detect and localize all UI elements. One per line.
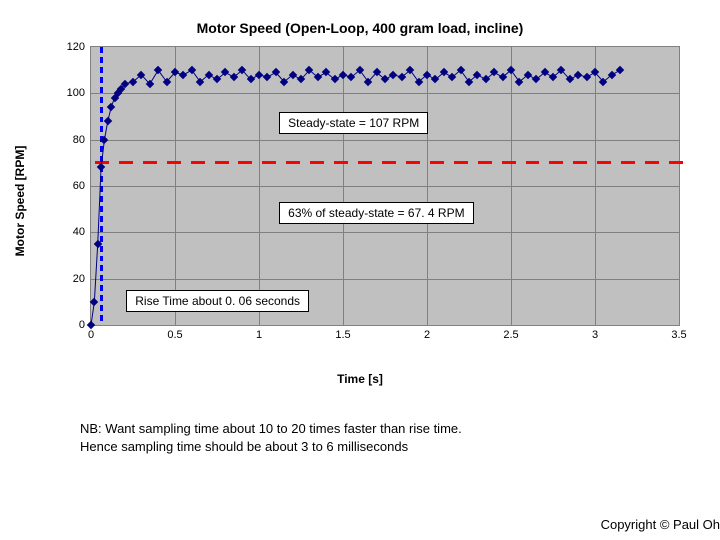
y-axis-label: Motor Speed [RPM] [13,146,27,257]
dash-segment [526,161,540,164]
chart-title: Motor Speed (Open-Loop, 400 gram load, i… [30,20,690,36]
dash-segment [100,295,103,301]
dash-segment [100,176,103,182]
dash-segment [100,275,103,281]
chart-container: Motor Speed (Open-Loop, 400 gram load, i… [30,20,690,380]
gridline-h [91,140,679,141]
y-tick: 120 [67,41,91,53]
dash-segment [573,161,587,164]
dash-segment [143,161,157,164]
copyright-text: Copyright © Paul Oh [601,517,720,532]
x-tick: 0.5 [167,325,182,341]
annotation-box: 63% of steady-state = 67. 4 RPM [279,202,473,224]
dash-segment [100,206,103,212]
gridline-v [427,47,428,325]
dash-segment [215,161,229,164]
y-tick: 40 [73,226,91,238]
footer-line-1: NB: Want sampling time about 10 to 20 ti… [80,420,462,438]
dash-segment [100,97,103,103]
plot-area: 02040608010012000.511.522.533.5Steady-st… [90,46,680,326]
dash-segment [100,146,103,152]
y-tick: 80 [73,134,91,146]
dash-segment [238,161,252,164]
gridline-h [91,232,679,233]
annotation-box: Steady-state = 107 RPM [279,112,428,134]
footer-note: NB: Want sampling time about 10 to 20 ti… [80,420,462,456]
x-tick: 2.5 [503,325,518,341]
y-tick: 100 [67,87,91,99]
x-tick: 1.5 [335,325,350,341]
dash-segment [478,161,492,164]
dash-segment [358,161,372,164]
dash-segment [454,161,468,164]
dash-segment [100,47,103,53]
dash-segment [406,161,420,164]
dash-segment [334,161,348,164]
dash-segment [621,161,635,164]
dash-segment [100,246,103,252]
gridline-v [511,47,512,325]
dash-segment [262,161,276,164]
dash-segment [430,161,444,164]
gridline-h [91,279,679,280]
x-tick: 3.5 [671,325,686,341]
dash-segment [597,161,611,164]
dash-segment [100,67,103,73]
plot-wrapper: Motor Speed [RPM] 02040608010012000.511.… [30,46,690,356]
dash-segment [502,161,516,164]
dash-segment [382,161,396,164]
gridline-v [595,47,596,325]
dash-segment [100,87,103,93]
x-axis-label: Time [s] [337,372,383,386]
dash-segment [191,161,205,164]
dash-segment [669,161,683,164]
x-tick: 1 [256,325,262,341]
footer-line-2: Hence sampling time should be about 3 to… [80,438,462,456]
dash-segment [549,161,563,164]
dash-segment [100,126,103,132]
dash-segment [100,196,103,202]
dash-segment [100,107,103,113]
dash-segment [100,256,103,262]
dash-segment [100,315,103,321]
dash-segment [100,186,103,192]
dash-segment [310,161,324,164]
dash-segment [100,236,103,242]
dash-segment [100,305,103,311]
gridline-v [259,47,260,325]
dash-segment [100,285,103,291]
y-tick: 60 [73,180,91,192]
gridline-h [91,93,679,94]
gridline-v [343,47,344,325]
x-tick: 3 [592,325,598,341]
dash-segment [100,77,103,83]
annotation-box: Rise Time about 0. 06 seconds [126,290,309,312]
gridline-v [175,47,176,325]
dash-segment [645,161,659,164]
dash-segment [100,216,103,222]
dash-segment [100,156,103,162]
dash-segment [119,161,133,164]
x-tick: 2 [424,325,430,341]
dash-segment [100,117,103,123]
dash-segment [100,57,103,63]
y-tick: 20 [73,273,91,285]
dash-segment [286,161,300,164]
dash-segment [167,161,181,164]
gridline-h [91,186,679,187]
dash-segment [100,265,103,271]
dash-segment [100,226,103,232]
